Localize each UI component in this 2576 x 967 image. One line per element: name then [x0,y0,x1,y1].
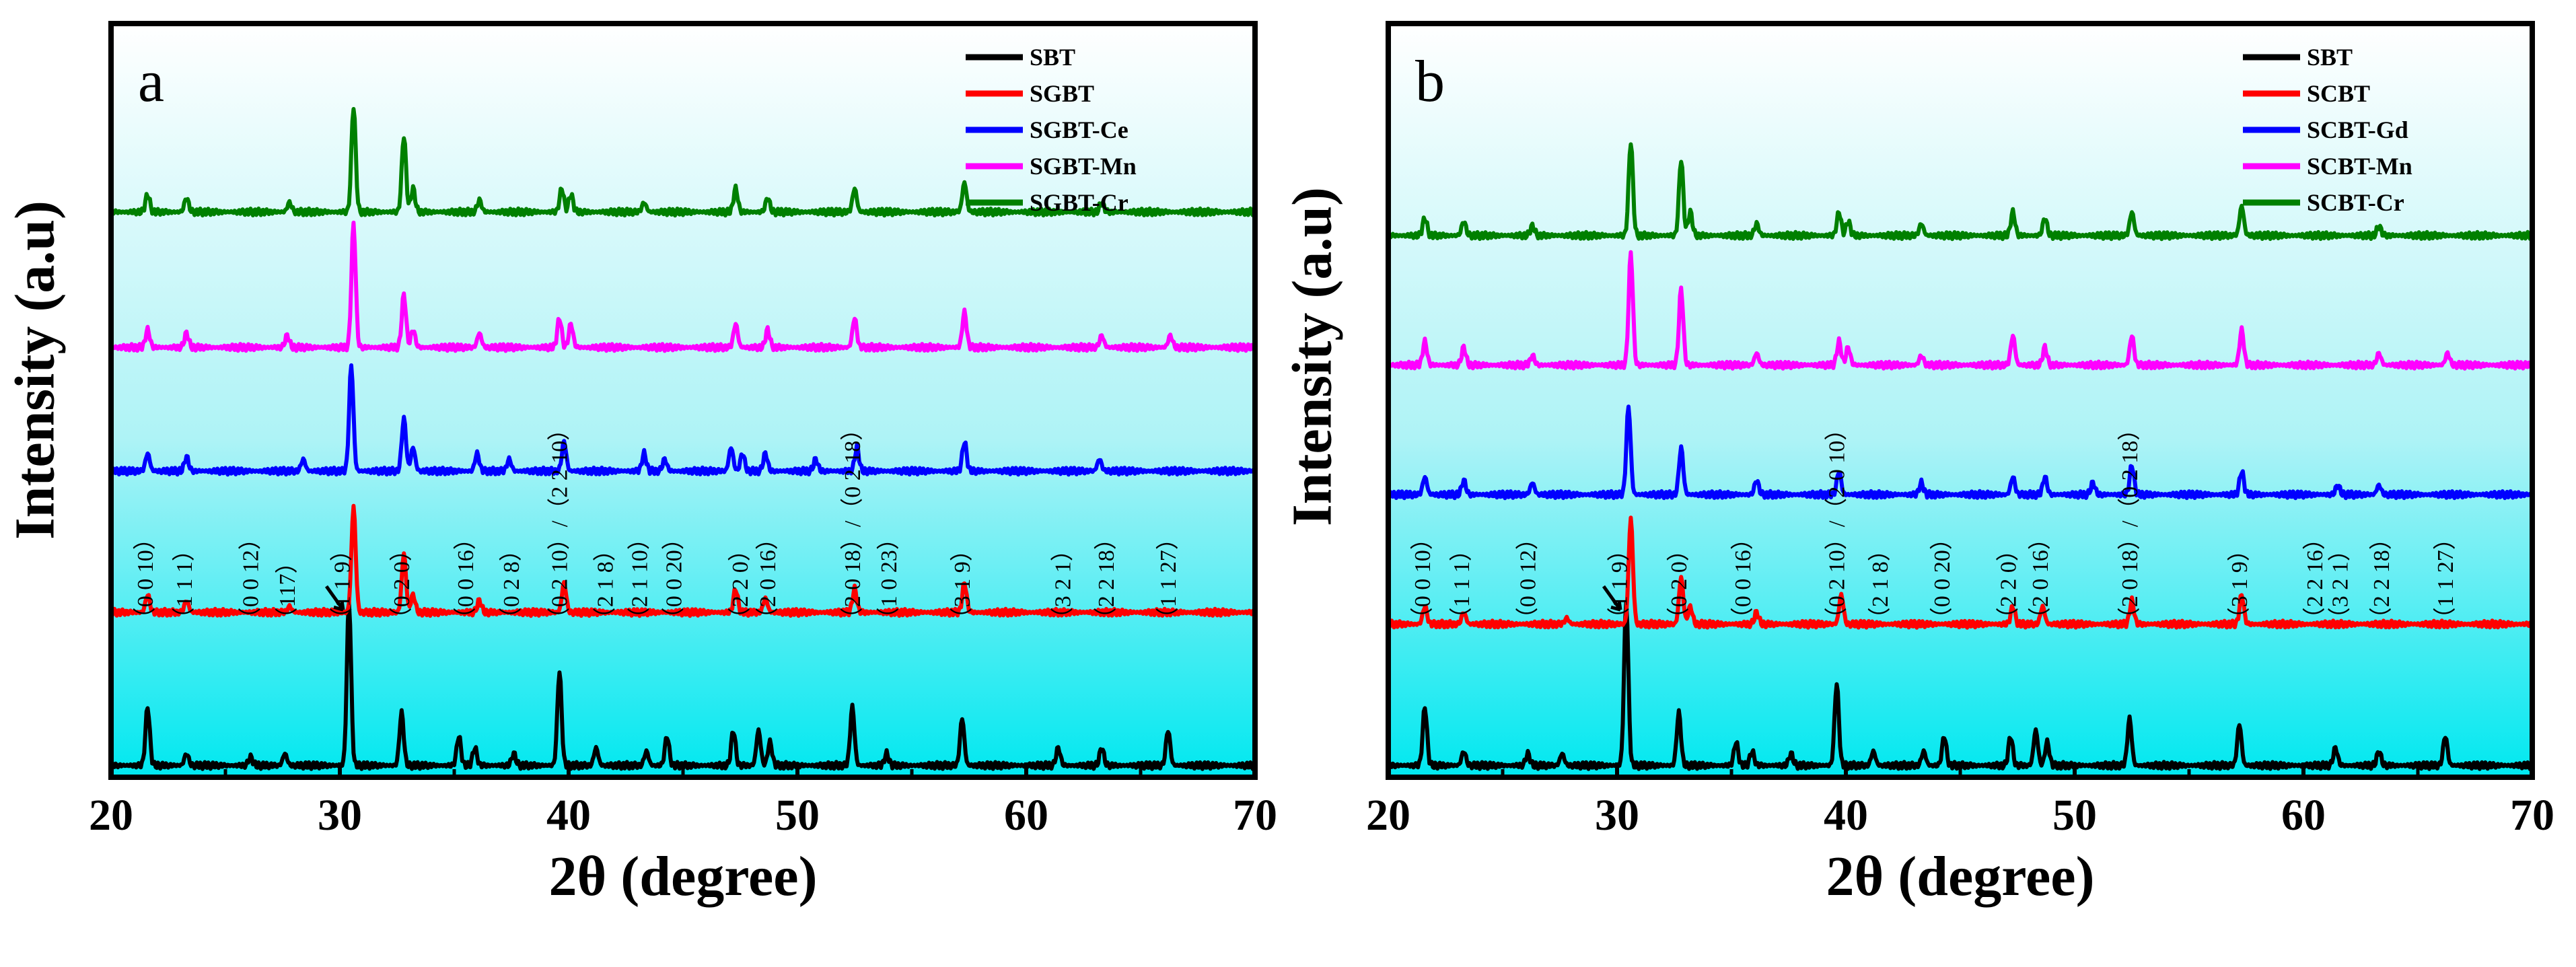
x-tick-label: 30 [1595,791,1639,840]
peak-annotation: （0 0 20） [661,527,687,630]
peak-annotation: （0 0 16） [1730,527,1756,630]
legend-label-scbt: SCBT [2307,80,2370,107]
peak-annotation: （2 1 8） [593,538,618,630]
x-tick-label: 50 [2052,791,2097,840]
peak-arrow [1602,585,1622,612]
peak-annotation: （2 1 10） [627,527,653,630]
peak-annotation: （0 0 12） [238,527,264,630]
series-line-sgbt-cr [110,107,1256,218]
legend-label-scbt-cr: SCBT-Cr [2307,189,2404,216]
peak-annotation: （2 2 0） [1996,538,2022,630]
series-line-scbt-gd [1386,404,2534,501]
y-axis-title: Intensity (a.u) [1281,187,1343,526]
plot-background [1388,24,2532,777]
peak-annotation: （2 0 18）/（0 2 18） [840,418,865,630]
peak-annotation: （1 1 9） [330,538,355,630]
series-line-scbt [1386,515,2534,630]
series-line-sgbt-mn [109,220,1257,353]
x-tick-label: 60 [1004,791,1048,840]
x-axis-title: 2θ (degree) [1826,845,2094,908]
peak-annotation: （3 2 1） [1050,538,1076,630]
peak-annotation: （2 2 16） [2302,527,2328,630]
peak-annotation: （1 0 23） [876,527,902,630]
peak-annotation: （2 2 0） [727,538,753,630]
legend-label-scbt-mn: SCBT-Mn [2307,153,2412,180]
legend-label-sbt: SBT [1030,44,1075,71]
peak-annotation: （0 0 10） [133,527,158,630]
peak-annotation: （0 2 10）/（2 2 10） [547,418,573,630]
series-line-scbt-mn [1386,250,2534,371]
peak-annotation: （3 2 1） [2328,538,2353,630]
peak-annotation: （0 0 16） [453,527,478,630]
x-tick-label: 40 [546,791,591,840]
x-axis-title: 2θ (degree) [548,845,817,908]
peak-annotation: （1 1 9） [1607,538,1633,630]
legend-label-sgbt: SGBT [1030,80,1094,107]
x-tick-label: 30 [318,791,362,840]
peak-annotation: （3 1 9） [2227,538,2252,630]
peak-annotation: （3 1 9） [950,538,975,630]
peak-annotation: （0 2 0） [1666,538,1692,630]
plot-background [111,24,1255,777]
peak-annotation: （0 0 12） [1515,527,1541,630]
x-tick-label: 20 [89,791,133,840]
peak-annotation: （2 1 8） [1867,538,1893,630]
peak-arrow [324,585,345,612]
series-line-sgbt-ce [109,363,1256,477]
peak-annotation: （1 1 1） [172,538,197,630]
y-axis-title: Intensity (a.u) [3,201,66,540]
peak-annotation: （1 1 27） [2433,527,2458,630]
legend-label-sgbt-cr: SGBT-Cr [1030,189,1129,216]
legend-label-sbt: SBT [2307,44,2353,71]
peak-annotation: （2 0 18）/（0 2 18） [2117,418,2143,630]
series-line-sbt [109,600,1257,771]
x-tick-label: 20 [1366,791,1410,840]
peak-annotation: （1 1 1） [1449,538,1474,630]
peak-annotation: （2 0 16） [755,527,781,630]
series-line-sbt [1386,600,2534,771]
legend-label-sgbt-ce: SGBT-Ce [1030,116,1129,143]
peak-annotation: （1 1 27） [1155,527,1181,630]
peak-annotation: （2 0 16） [2028,527,2053,630]
panel-a: 20 30 40 50 60 70 2θ (degree) Intensity (a.u) a S… [3,21,1277,908]
legend-label-scbt-gd: SCBT-Gd [2307,116,2408,143]
x-tick-label: 50 [775,791,820,840]
legend-label-sgbt-mn: SGBT-Mn [1030,153,1137,180]
peak-annotation: （2 2 18） [1094,527,1119,630]
series-line-scbt-cr [1387,142,2534,242]
panel-label: a [138,49,164,114]
x-tick-label: 40 [1824,791,1868,840]
peak-annotation: （0 2 8） [499,538,524,630]
peak-annotation: （117） [275,551,300,631]
peak-annotation: （2 2 18） [2369,527,2394,630]
peak-annotation: （0 0 10） [1410,527,1435,630]
series-line-sgbt [109,503,1257,618]
panel-b: 20 30 40 50 60 70 2θ (degree) Intensity (a.u) b S… [1281,21,2554,908]
x-tick-label: 70 [2510,791,2554,840]
x-tick-label: 60 [2281,791,2326,840]
peak-annotation: （0 2 0） [389,538,415,630]
peak-annotation: （0 2 10）/（2 0 10） [1824,418,1850,630]
panel-label: b [1415,49,1445,114]
peak-annotation: （0 0 20） [1929,527,1955,630]
x-tick-label: 70 [1233,791,1277,840]
